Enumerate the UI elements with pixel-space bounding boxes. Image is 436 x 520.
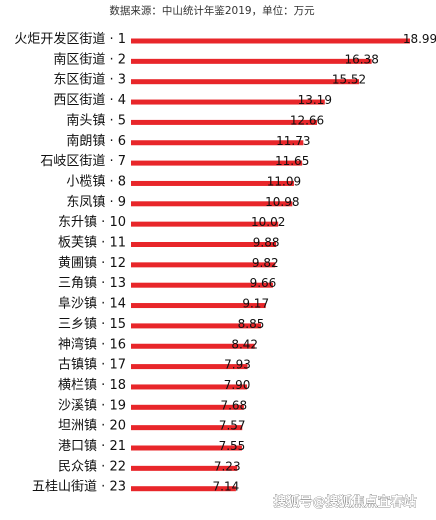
category-label-20: 坦洲镇 · 20 (58, 419, 126, 434)
bars-layer (131, 38, 410, 492)
value-label-5: 12.66 (290, 113, 324, 127)
value-label-17: 7.93 (224, 358, 251, 372)
value-label-16: 8.42 (231, 337, 258, 351)
bar-1 (131, 38, 410, 44)
value-label-21: 7.55 (219, 439, 246, 453)
bar-12 (131, 262, 276, 268)
value-label-14: 9.17 (242, 297, 269, 311)
category-label-22: 民众镇 · 22 (58, 459, 126, 474)
value-label-12: 9.82 (252, 256, 279, 270)
value-label-22: 7.23 (214, 459, 241, 473)
value-label-19: 7.68 (220, 398, 247, 412)
category-label-3: 东区街道 · 3 (53, 73, 126, 88)
category-label-21: 港口镇 · 21 (58, 439, 126, 454)
chart-subtitle: 数据来源：中山统计年鉴2019，单位：万元 (109, 4, 315, 17)
bar-19 (131, 404, 244, 410)
value-label-13: 9.66 (250, 276, 277, 290)
category-label-11: 板芙镇 · 11 (58, 236, 126, 251)
category-label-8: 小榄镇 · 8 (66, 173, 126, 189)
value-label-4: 13.19 (298, 93, 332, 107)
bar-13 (131, 282, 273, 288)
value-label-23: 7.14 (213, 480, 240, 494)
bar-5 (131, 119, 317, 125)
bar-4 (131, 99, 325, 105)
watermark: 搜狐号@搜狐焦点宜春站 (273, 494, 416, 510)
value-label-2: 16.38 (344, 52, 378, 66)
bar-9 (131, 201, 293, 207)
bar-11 (131, 242, 277, 247)
category-label-14: 阜沙镇 · 14 (58, 296, 126, 312)
bar-3 (131, 79, 360, 85)
value-label-9: 10.98 (265, 195, 299, 209)
bar-2 (131, 58, 372, 64)
bar-18 (131, 384, 248, 390)
value-label-1: 18.99 (403, 32, 436, 46)
value-label-8: 11.09 (267, 174, 301, 188)
bar-10 (131, 221, 279, 227)
value-label-6: 11.73 (276, 134, 310, 148)
category-label-10: 东升镇 · 10 (58, 215, 126, 230)
category-label-6: 南朗镇 · 6 (66, 133, 126, 149)
category-label-1: 火炬开发区街道 · 1 (14, 31, 126, 47)
category-label-2: 南区街道 · 2 (53, 51, 126, 67)
value-label-18: 7.90 (224, 378, 251, 392)
category-label-19: 沙溪镇 · 19 (58, 398, 126, 413)
bar-8 (131, 180, 294, 186)
category-label-9: 东凤镇 · 9 (66, 195, 126, 210)
value-label-20: 7.57 (219, 419, 246, 433)
category-label-16: 神湾镇 · 16 (58, 336, 126, 352)
bar-15 (131, 323, 262, 329)
value-label-15: 8.85 (238, 317, 265, 331)
bar-6 (131, 140, 304, 146)
category-label-4: 西区街道 · 4 (53, 93, 126, 108)
category-label-12: 黄圃镇 · 12 (58, 256, 126, 271)
category-label-17: 古镇镇 · 17 (58, 358, 126, 373)
value-label-10: 10.02 (251, 215, 285, 229)
bar-7 (131, 160, 303, 166)
bar-16 (131, 343, 255, 349)
bar-22 (131, 465, 238, 471)
value-label-7: 11.65 (275, 154, 309, 168)
bar-17 (131, 364, 248, 370)
category-label-5: 南头镇 · 5 (66, 112, 126, 128)
bar-20 (131, 425, 243, 431)
bar-14 (131, 303, 266, 309)
category-label-7: 石岐区街道 · 7 (40, 154, 126, 169)
category-labels: 火炬开发区街道 · 1 南区街道 · 2 东区街道 · 3 西区街道 · 4 南头镇 ·… (14, 31, 126, 495)
bar-21 (131, 445, 242, 451)
value-label-11: 9.88 (253, 236, 280, 250)
value-label-3: 15.52 (332, 73, 366, 87)
category-label-15: 三乡镇 · 15 (58, 317, 126, 332)
category-label-13: 三角镇 · 13 (58, 276, 126, 291)
category-label-23: 五桂山街道 · 23 (32, 480, 126, 495)
bar-23 (131, 486, 236, 492)
category-label-18: 横栏镇 · 18 (58, 378, 126, 393)
